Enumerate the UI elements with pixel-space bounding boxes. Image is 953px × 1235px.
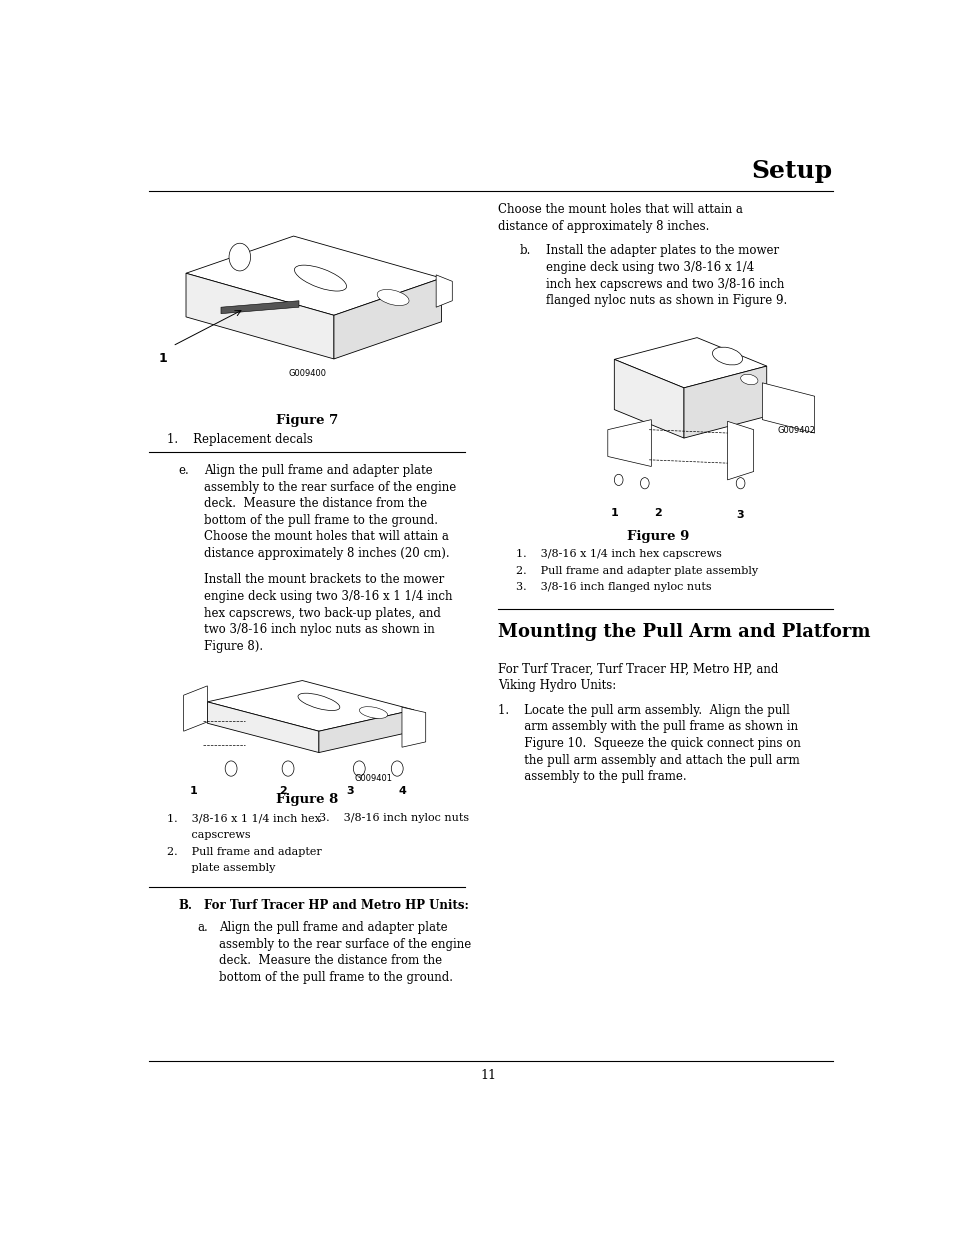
- Ellipse shape: [376, 289, 409, 305]
- Text: 3: 3: [346, 785, 354, 795]
- Circle shape: [391, 761, 403, 776]
- Text: Install the mount brackets to the mower: Install the mount brackets to the mower: [204, 573, 444, 587]
- Text: a.: a.: [196, 921, 208, 934]
- Polygon shape: [761, 383, 814, 433]
- Polygon shape: [318, 710, 414, 752]
- Text: capscrews: capscrews: [167, 830, 251, 840]
- Text: 1: 1: [158, 352, 167, 364]
- Text: the pull arm assembly and attach the pull arm: the pull arm assembly and attach the pul…: [497, 753, 799, 767]
- Text: distance approximately 8 inches (20 cm).: distance approximately 8 inches (20 cm).: [204, 547, 450, 561]
- Polygon shape: [207, 680, 414, 731]
- Ellipse shape: [740, 374, 757, 384]
- Text: hex capscrews, two back-up plates, and: hex capscrews, two back-up plates, and: [204, 606, 440, 620]
- Text: G009401: G009401: [355, 774, 392, 783]
- Polygon shape: [186, 273, 334, 359]
- Text: Mounting the Pull Arm and Platform: Mounting the Pull Arm and Platform: [497, 622, 869, 641]
- Text: G009400: G009400: [288, 368, 326, 378]
- Text: e.: e.: [178, 464, 189, 477]
- Polygon shape: [683, 366, 766, 438]
- Circle shape: [614, 474, 622, 485]
- Text: b.: b.: [519, 245, 531, 257]
- Ellipse shape: [712, 347, 741, 366]
- Polygon shape: [183, 685, 207, 731]
- Text: deck.  Measure the distance from the: deck. Measure the distance from the: [204, 498, 427, 510]
- Text: bottom of the pull frame to the ground.: bottom of the pull frame to the ground.: [204, 514, 437, 527]
- Text: 2.    Pull frame and adapter plate assembly: 2. Pull frame and adapter plate assembly: [516, 566, 758, 576]
- Text: Figure 10.  Squeeze the quick connect pins on: Figure 10. Squeeze the quick connect pin…: [497, 737, 800, 750]
- Text: G009402: G009402: [777, 426, 815, 435]
- Polygon shape: [436, 275, 452, 308]
- Text: 2.    Pull frame and adapter: 2. Pull frame and adapter: [167, 847, 322, 857]
- Text: 3.    3/8-16 inch flanged nyloc nuts: 3. 3/8-16 inch flanged nyloc nuts: [516, 583, 711, 593]
- Circle shape: [225, 761, 236, 776]
- Text: Setup: Setup: [751, 159, 832, 183]
- Text: 1.    3/8-16 x 1/4 inch hex capscrews: 1. 3/8-16 x 1/4 inch hex capscrews: [516, 550, 721, 559]
- Text: Choose the mount holes that will attain a: Choose the mount holes that will attain …: [497, 204, 741, 216]
- Polygon shape: [607, 420, 651, 467]
- Text: For Turf Tracer, Turf Tracer HP, Metro HP, and: For Turf Tracer, Turf Tracer HP, Metro H…: [497, 663, 778, 676]
- Ellipse shape: [297, 693, 339, 710]
- Text: 2: 2: [654, 509, 661, 519]
- Polygon shape: [334, 278, 441, 359]
- Circle shape: [282, 761, 294, 776]
- Text: inch hex capscrews and two 3/8-16 inch: inch hex capscrews and two 3/8-16 inch: [545, 278, 783, 290]
- Text: 1: 1: [610, 509, 618, 519]
- Text: 1.    3/8-16 x 1 1/4 inch hex: 1. 3/8-16 x 1 1/4 inch hex: [167, 814, 321, 824]
- Text: 3: 3: [736, 510, 743, 520]
- Text: assembly to the pull frame.: assembly to the pull frame.: [497, 771, 686, 783]
- Text: engine deck using two 3/8-16 x 1 1/4 inch: engine deck using two 3/8-16 x 1 1/4 inc…: [204, 590, 453, 603]
- Text: two 3/8-16 inch nyloc nuts as shown in: two 3/8-16 inch nyloc nuts as shown in: [204, 624, 435, 636]
- Text: engine deck using two 3/8-16 x 1/4: engine deck using two 3/8-16 x 1/4: [545, 261, 753, 274]
- Text: Install the adapter plates to the mower: Install the adapter plates to the mower: [545, 245, 779, 257]
- Circle shape: [639, 478, 648, 489]
- Circle shape: [353, 761, 365, 776]
- Polygon shape: [221, 301, 298, 314]
- Text: 1.    Locate the pull arm assembly.  Align the pull: 1. Locate the pull arm assembly. Align t…: [497, 704, 789, 716]
- Text: B.: B.: [178, 899, 193, 913]
- Text: plate assembly: plate assembly: [167, 863, 275, 873]
- Text: assembly to the rear surface of the engine: assembly to the rear surface of the engi…: [204, 480, 456, 494]
- Text: arm assembly with the pull frame as shown in: arm assembly with the pull frame as show…: [497, 720, 797, 734]
- Text: deck.  Measure the distance from the: deck. Measure the distance from the: [219, 955, 442, 967]
- Text: Align the pull frame and adapter plate: Align the pull frame and adapter plate: [219, 921, 447, 934]
- Text: Figure 9: Figure 9: [626, 530, 688, 543]
- Text: 2: 2: [279, 785, 287, 795]
- Ellipse shape: [294, 266, 346, 291]
- Text: Figure 7: Figure 7: [275, 415, 337, 427]
- Text: 3.    3/8-16 inch nyloc nuts: 3. 3/8-16 inch nyloc nuts: [318, 814, 469, 824]
- Text: Viking Hydro Units:: Viking Hydro Units:: [497, 679, 616, 693]
- Text: 4: 4: [397, 785, 405, 795]
- Text: Choose the mount holes that will attain a: Choose the mount holes that will attain …: [204, 531, 449, 543]
- Polygon shape: [186, 236, 441, 315]
- Text: bottom of the pull frame to the ground.: bottom of the pull frame to the ground.: [219, 971, 453, 984]
- Polygon shape: [614, 337, 766, 388]
- Text: distance of approximately 8 inches.: distance of approximately 8 inches.: [497, 220, 708, 233]
- Text: 11: 11: [480, 1068, 497, 1082]
- Text: Figure 8: Figure 8: [275, 793, 337, 805]
- Text: Align the pull frame and adapter plate: Align the pull frame and adapter plate: [204, 464, 433, 477]
- Text: 1: 1: [189, 785, 196, 795]
- Polygon shape: [614, 359, 683, 438]
- Ellipse shape: [359, 706, 387, 719]
- Text: assembly to the rear surface of the engine: assembly to the rear surface of the engi…: [219, 937, 471, 951]
- Circle shape: [736, 478, 744, 489]
- Polygon shape: [727, 421, 753, 480]
- Polygon shape: [401, 708, 425, 747]
- Circle shape: [229, 243, 251, 270]
- Text: 1.    Replacement decals: 1. Replacement decals: [167, 433, 313, 447]
- Polygon shape: [207, 701, 318, 752]
- Text: flanged nyloc nuts as shown in Figure 9.: flanged nyloc nuts as shown in Figure 9.: [545, 294, 786, 308]
- Text: For Turf Tracer HP and Metro HP Units:: For Turf Tracer HP and Metro HP Units:: [204, 899, 469, 913]
- Text: Figure 8).: Figure 8).: [204, 640, 263, 653]
